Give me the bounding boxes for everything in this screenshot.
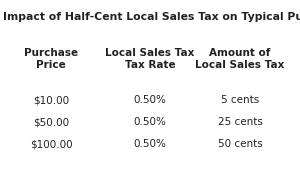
- Text: 0.50%: 0.50%: [134, 95, 166, 105]
- Text: 50 cents: 50 cents: [218, 139, 262, 149]
- Text: 0.50%: 0.50%: [134, 117, 166, 127]
- Text: 0.50%: 0.50%: [134, 139, 166, 149]
- Text: 25 cents: 25 cents: [218, 117, 262, 127]
- Text: $50.00: $50.00: [33, 117, 69, 127]
- Text: 5 cents: 5 cents: [221, 95, 259, 105]
- Text: $10.00: $10.00: [33, 95, 69, 105]
- Text: Impact of Half-Cent Local Sales Tax on Typical Purchases: Impact of Half-Cent Local Sales Tax on T…: [3, 12, 300, 22]
- Text: Amount of
Local Sales Tax: Amount of Local Sales Tax: [195, 48, 285, 70]
- Text: $100.00: $100.00: [30, 139, 72, 149]
- Text: Local Sales Tax
Tax Rate: Local Sales Tax Tax Rate: [105, 48, 195, 70]
- Text: Purchase
Price: Purchase Price: [24, 48, 78, 70]
